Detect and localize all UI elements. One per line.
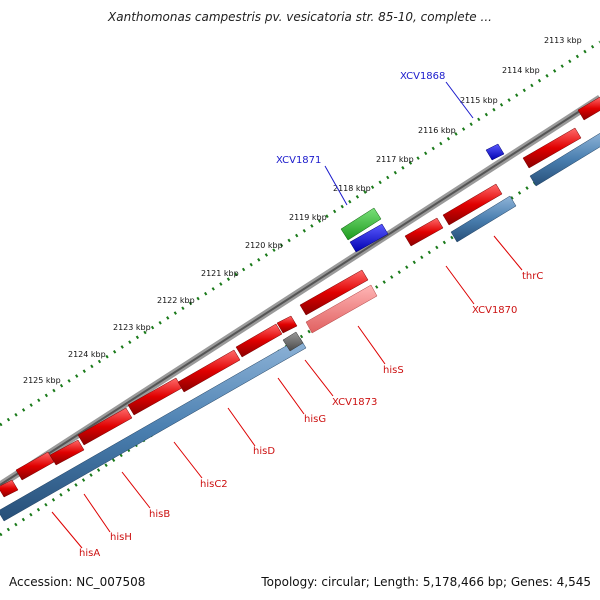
gene-label-XCV1873[interactable]: XCV1873 xyxy=(332,397,377,408)
kbp-labels: 2113 kbp 2114 kbp 2115 kbp 2116 kbp 2117… xyxy=(23,36,582,385)
gene-label-hisD[interactable]: hisD xyxy=(253,446,275,457)
label-leaders-below xyxy=(51,235,523,549)
accession-text: Accession: NC_007508 xyxy=(9,575,145,589)
tick-label: 2120 kbp xyxy=(245,241,283,250)
cds-edge[interactable] xyxy=(577,96,600,121)
genome-summary-text: Topology: circular; Length: 5,178,466 bp… xyxy=(260,575,591,589)
cds-hisB-a[interactable] xyxy=(49,439,85,466)
tick-label: 2124 kbp xyxy=(68,350,106,359)
gene-label-hisH[interactable]: hisH xyxy=(110,532,132,543)
tick-label: 2116 kbp xyxy=(418,126,456,135)
tick-label: 2118 kbp xyxy=(333,184,371,193)
cds-thrC[interactable] xyxy=(442,183,503,226)
tick-label: 2115 kbp xyxy=(460,96,498,105)
gene-label-XCV1871[interactable]: XCV1871 xyxy=(276,155,321,166)
gene-label-hisA[interactable]: hisA xyxy=(79,548,100,559)
tick-label: 2122 kbp xyxy=(157,296,195,305)
cds-hisB[interactable] xyxy=(77,407,133,446)
forward-gene-band xyxy=(0,132,600,522)
cds-hisS[interactable] xyxy=(299,269,369,316)
gene-XCV1871-green[interactable] xyxy=(340,207,382,241)
map-title: Xanthomonas campestris pv. vesicatoria s… xyxy=(107,10,492,24)
pseudo-gene-XCV1873[interactable] xyxy=(282,331,304,352)
label-leaders-above xyxy=(324,81,474,206)
gene-label-hisB[interactable]: hisB xyxy=(149,509,170,520)
cds-XCV1871-blue[interactable] xyxy=(349,223,389,253)
gene-label-XCV1870[interactable]: XCV1870 xyxy=(472,305,517,316)
gene-hisS-rna[interactable] xyxy=(305,284,378,334)
gene-label-hisC2[interactable]: hisC2 xyxy=(200,479,228,490)
tick-label: 2123 kbp xyxy=(113,323,151,332)
gene-labels-below: hisA hisH hisB hisC2 hisD hisG XCV1873 h… xyxy=(79,271,543,559)
gene-label-thrC[interactable]: thrC xyxy=(522,271,543,282)
backbone-core xyxy=(0,97,600,486)
gene-label-hisS[interactable]: hisS xyxy=(383,365,404,376)
cds-hisA[interactable] xyxy=(0,479,19,498)
cds-small[interactable] xyxy=(276,315,298,334)
cds-XCV1870[interactable] xyxy=(404,217,444,247)
forward-cds-track xyxy=(0,96,600,498)
cds-hisD[interactable] xyxy=(177,349,241,393)
gene-labels-above: XCV1871 XCV1868 xyxy=(276,71,445,166)
gene-label-hisG[interactable]: hisG xyxy=(304,414,326,425)
gene-label-XCV1868[interactable]: XCV1868 xyxy=(400,71,445,82)
cds-right[interactable] xyxy=(522,127,582,169)
cds-hisG[interactable] xyxy=(235,323,283,358)
upper-tick-track xyxy=(0,40,600,427)
tick-label: 2125 kbp xyxy=(23,376,61,385)
tick-label: 2113 kbp xyxy=(544,36,582,45)
tick-label: 2114 kbp xyxy=(502,66,540,75)
cds-hisH[interactable] xyxy=(15,451,55,481)
tick-label: 2119 kbp xyxy=(289,213,327,222)
tick-label: 2121 kbp xyxy=(201,269,239,278)
tick-label: 2117 kbp xyxy=(376,155,414,164)
cds-XCV1868-blue[interactable] xyxy=(485,143,505,161)
